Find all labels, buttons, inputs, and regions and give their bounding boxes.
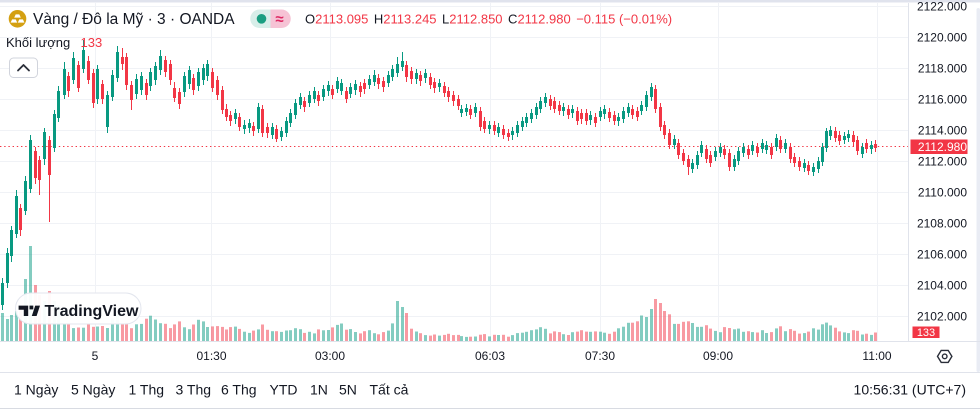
svg-text:Vàng / Đô la Mỹ · 3 · OANDA: Vàng / Đô la Mỹ · 3 · OANDA	[33, 11, 235, 28]
svg-text:09:00: 09:00	[703, 349, 733, 363]
svg-text:2122.000: 2122.000	[917, 0, 967, 14]
svg-text:11:00: 11:00	[862, 349, 891, 363]
svg-text:2120.000: 2120.000	[917, 31, 967, 45]
svg-text:1N: 1N	[310, 382, 328, 398]
svg-text:2116.000: 2116.000	[918, 93, 967, 107]
svg-text:2112.980: 2112.980	[918, 140, 967, 154]
svg-text:1 Ngày: 1 Ngày	[14, 382, 58, 398]
svg-text:10:56:31 (UTC+7): 10:56:31 (UTC+7)	[854, 382, 966, 398]
svg-text:2112.000: 2112.000	[918, 155, 967, 169]
svg-text:TradingView: TradingView	[45, 303, 140, 320]
svg-text:2104.000: 2104.000	[917, 279, 967, 293]
svg-text:5: 5	[92, 349, 99, 363]
svg-text:2114.000: 2114.000	[918, 124, 967, 138]
svg-text:YTD: YTD	[270, 382, 298, 398]
svg-text:5N: 5N	[339, 382, 357, 398]
svg-text:03:00: 03:00	[315, 349, 345, 363]
svg-text:133: 133	[917, 327, 935, 339]
svg-text:2108.000: 2108.000	[917, 217, 967, 231]
svg-text:5 Ngày: 5 Ngày	[71, 382, 115, 398]
svg-text:Tất cả: Tất cả	[370, 382, 409, 398]
svg-text:2110.000: 2110.000	[918, 186, 967, 200]
svg-text:6 Thg: 6 Thg	[221, 382, 257, 398]
svg-text:3 Thg: 3 Thg	[176, 382, 212, 398]
svg-text:2118.000: 2118.000	[918, 62, 967, 76]
svg-text:2106.000: 2106.000	[917, 248, 967, 262]
svg-text:133: 133	[81, 35, 103, 50]
svg-text:07:30: 07:30	[585, 349, 615, 363]
svg-text:1 Thg: 1 Thg	[129, 382, 165, 398]
svg-text:≈: ≈	[275, 11, 283, 28]
svg-text:Khối lượng: Khối lượng	[6, 35, 70, 50]
svg-text:01:30: 01:30	[196, 349, 226, 363]
svg-text:06:03: 06:03	[475, 349, 505, 363]
svg-text:2102.000: 2102.000	[917, 310, 967, 324]
